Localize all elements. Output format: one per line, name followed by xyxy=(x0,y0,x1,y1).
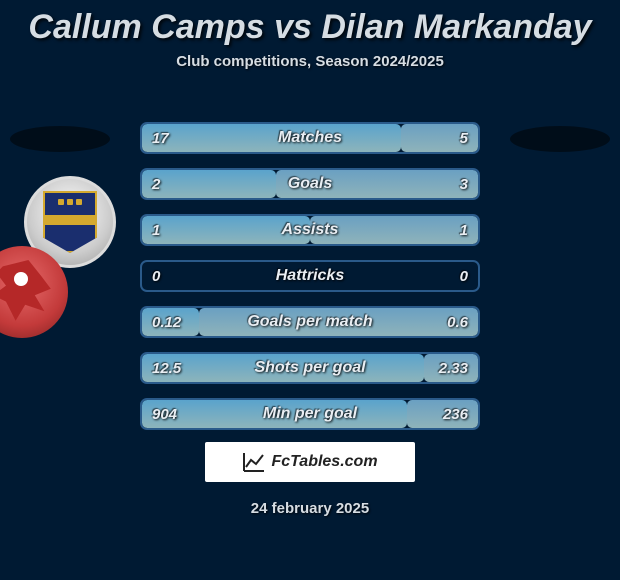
stat-row: 904Min per goal236 xyxy=(140,398,480,430)
stat-value-right: 1 xyxy=(450,222,478,239)
stat-row: 12.5Shots per goal2.33 xyxy=(140,352,480,384)
stat-row: 0Hattricks0 xyxy=(140,260,480,292)
crest-shield-icon xyxy=(43,191,97,253)
stat-value-right: 0 xyxy=(450,268,478,285)
subtitle: Club competitions, Season 2024/2025 xyxy=(0,53,620,70)
brand-badge: FcTables.com xyxy=(205,442,415,482)
brand-text: FcTables.com xyxy=(271,453,377,471)
stat-label: Assists xyxy=(142,221,478,239)
shadow-right xyxy=(510,126,610,152)
stat-row: 17Matches5 xyxy=(140,122,480,154)
stat-label: Shots per goal xyxy=(142,359,478,377)
stat-row: 1Assists1 xyxy=(140,214,480,246)
stat-value-right: 2.33 xyxy=(429,360,478,377)
stat-value-right: 0.6 xyxy=(437,314,478,331)
comparison-title: Callum Camps vs Dilan Markanday xyxy=(0,0,620,47)
player1-name: Callum Camps xyxy=(28,8,264,46)
stat-label: Matches xyxy=(142,129,478,147)
player2-name: Dilan Markanday xyxy=(321,8,591,46)
vs-text: vs xyxy=(274,8,312,46)
stat-value-right: 3 xyxy=(450,176,478,193)
stat-label: Goals per match xyxy=(142,313,478,331)
crest-dragon-icon xyxy=(0,260,54,324)
stat-row: 2Goals3 xyxy=(140,168,480,200)
stats-container: 17Matches5 2Goals3 1Assists1 0Hattricks0 0.1… xyxy=(140,122,480,444)
stat-label: Goals xyxy=(142,175,478,193)
stat-value-right: 5 xyxy=(450,130,478,147)
date-text: 24 february 2025 xyxy=(0,500,620,517)
stat-value-right: 236 xyxy=(433,406,478,423)
brand-chart-icon xyxy=(242,451,266,473)
stat-label: Hattricks xyxy=(142,267,478,285)
stat-label: Min per goal xyxy=(142,405,478,423)
crest-ball-icon xyxy=(14,272,28,286)
stat-row: 0.12Goals per match0.6 xyxy=(140,306,480,338)
shadow-left xyxy=(10,126,110,152)
